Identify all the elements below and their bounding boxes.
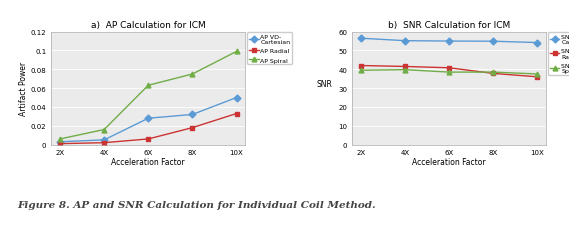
X-axis label: Acceleration Factor: Acceleration Factor: [112, 157, 185, 166]
Title: a)  AP Calculation for ICM: a) AP Calculation for ICM: [91, 22, 205, 30]
Text: Figure 8. AP and SNR Calculation for Individual Coil Method.: Figure 8. AP and SNR Calculation for Ind…: [17, 200, 376, 209]
Legend: AP VD-
Cartesian, AP Radial, AP Spiral: AP VD- Cartesian, AP Radial, AP Spiral: [248, 32, 292, 65]
X-axis label: Acceleration Factor: Acceleration Factor: [413, 157, 486, 166]
Title: b)  SNR Calculation for ICM: b) SNR Calculation for ICM: [388, 22, 510, 30]
Y-axis label: Artifact Power: Artifact Power: [19, 62, 28, 116]
Y-axis label: SNR: SNR: [316, 80, 332, 89]
Legend: SNR (dB) VD-
Cartesian, SNR (dB)
Radial, SNR (dB)
Spiral: SNR (dB) VD- Cartesian, SNR (dB) Radial,…: [548, 32, 569, 76]
